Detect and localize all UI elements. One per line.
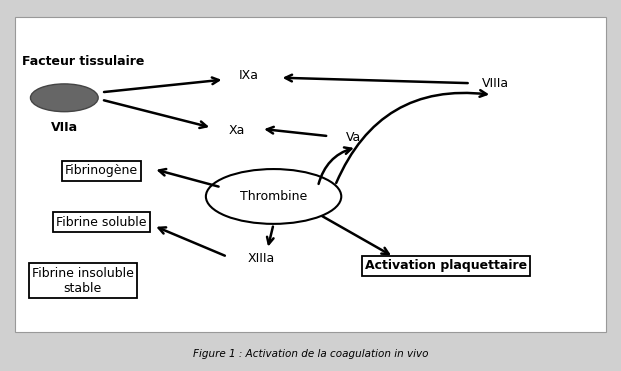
Text: IXa: IXa bbox=[239, 69, 259, 82]
Ellipse shape bbox=[30, 84, 98, 112]
Text: Facteur tissulaire: Facteur tissulaire bbox=[22, 55, 144, 68]
Text: XIIIa: XIIIa bbox=[248, 252, 275, 265]
Ellipse shape bbox=[206, 169, 342, 224]
Text: VIIa: VIIa bbox=[51, 121, 78, 134]
FancyBboxPatch shape bbox=[15, 17, 606, 332]
Text: Va: Va bbox=[346, 131, 361, 144]
Text: Fibrinogène: Fibrinogène bbox=[65, 164, 138, 177]
Text: Figure 1 : Activation de la coagulation in vivo: Figure 1 : Activation de la coagulation … bbox=[193, 349, 428, 359]
Text: VIIIa: VIIIa bbox=[481, 77, 509, 90]
Text: Thrombine: Thrombine bbox=[240, 190, 307, 203]
Text: Fibrine soluble: Fibrine soluble bbox=[56, 216, 147, 229]
Text: Xa: Xa bbox=[229, 124, 245, 137]
Text: Activation plaquettaire: Activation plaquettaire bbox=[365, 259, 527, 272]
Text: Fibrine insoluble
stable: Fibrine insoluble stable bbox=[32, 266, 134, 295]
